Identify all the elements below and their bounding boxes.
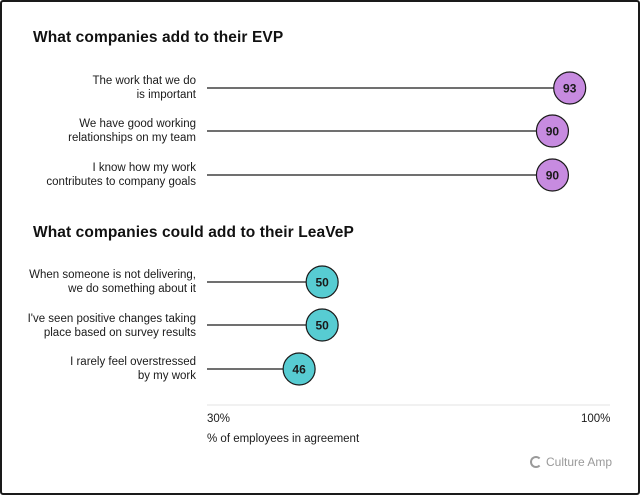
x-tick-label-min: 30% (207, 413, 231, 425)
x-axis-label: % of employees in agreement (207, 433, 360, 445)
row-label-overstressed: I rarely feel overstressed by my work (20, 355, 196, 383)
row-label-line: When someone is not delivering, (29, 269, 196, 281)
data-label: 50 (315, 319, 329, 333)
lollipop-bubble (282, 352, 316, 386)
row-label-line: we do something about it (68, 283, 196, 295)
row-label-work-important: The work that we do is important (20, 74, 196, 102)
row-label-line: is important (136, 89, 196, 101)
row-label-line: contributes to company goals (46, 176, 196, 188)
lollipop-bubble (553, 71, 587, 105)
data-label: 93 (563, 82, 577, 96)
section-title-evp: What companies add to their EVP (33, 29, 284, 46)
data-label: 90 (546, 169, 560, 183)
row-label-positive-changes: I've seen positive changes taking place … (20, 312, 196, 340)
row-label-not-delivering: When someone is not delivering, we do so… (20, 268, 196, 296)
row-label-company-goals: I know how my work contributes to compan… (20, 161, 196, 189)
row-label-good-relationships: We have good working relationships on my… (20, 117, 196, 145)
row-label-line: by my work (137, 370, 196, 382)
data-label: 46 (292, 363, 306, 377)
data-label: 50 (315, 276, 329, 290)
row-label-line: The work that we do (92, 75, 196, 87)
x-tick-label-max: 100% (581, 413, 611, 425)
row-label-line: I know how my work (92, 162, 196, 174)
brand-name: Culture Amp (546, 455, 613, 469)
row-label-line: place based on survey results (43, 327, 196, 339)
brand-watermark: Culture Amp (530, 455, 612, 469)
lollipop-bubble (535, 114, 570, 148)
row-label-line: We have good working (79, 118, 196, 130)
row-label-line: I rarely feel overstressed (70, 356, 196, 368)
lollipop-bubble (305, 308, 339, 342)
section-title-leavep: What companies could add to their LeaVeP (33, 224, 354, 241)
data-label: 90 (546, 125, 560, 139)
row-label-line: I've seen positive changes taking (27, 313, 196, 325)
lollipop-bubble (305, 265, 339, 299)
lollipop-bubble (535, 158, 570, 192)
row-label-line: relationships on my team (68, 132, 196, 144)
culture-amp-logo-icon (530, 456, 542, 468)
